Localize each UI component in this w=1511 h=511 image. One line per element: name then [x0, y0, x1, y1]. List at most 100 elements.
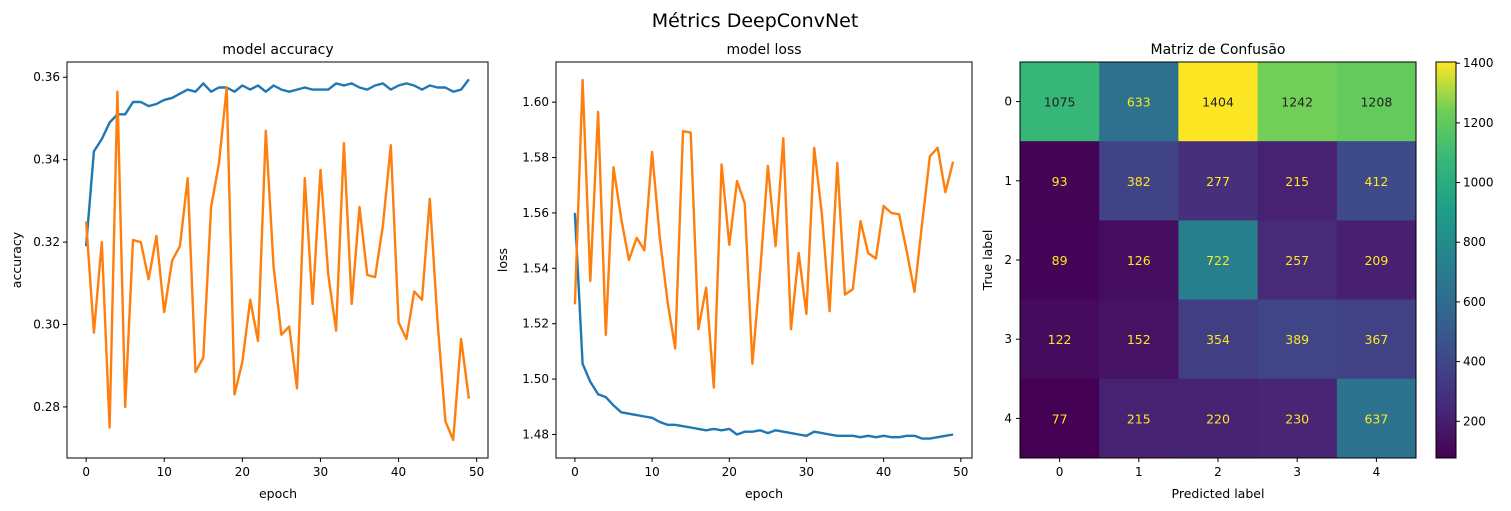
colorbar-tick-label: 1400	[1463, 56, 1494, 70]
accuracy-xlabel: epoch	[259, 486, 297, 501]
confusion-cell	[1178, 378, 1259, 459]
confusion-cell	[1099, 299, 1179, 380]
loss-lines	[573, 78, 955, 440]
loss-x-ticks: 0 10 20 30 40 50	[571, 458, 968, 479]
accuracy-ytick-label: 0.28	[33, 400, 60, 414]
accuracy-xtick-label: 20	[235, 465, 250, 479]
confusion-xtick-label: 2	[1214, 465, 1222, 479]
accuracy-ytick-label: 0.36	[33, 70, 60, 84]
loss-xlabel: epoch	[745, 486, 783, 501]
confusion-cell	[1099, 141, 1179, 221]
confusion-ytick-label: 4	[1004, 411, 1012, 425]
confusion-cell	[1336, 220, 1417, 301]
accuracy-ylabel: accuracy	[9, 231, 24, 288]
confusion-ytick-label: 3	[1004, 332, 1012, 346]
confusion-cell-value: 77	[1052, 411, 1068, 426]
colorbar-tick-label: 200	[1463, 414, 1486, 428]
confusion-cell	[1178, 141, 1259, 221]
confusion-cell-value: 152	[1127, 332, 1151, 347]
confusion-cell-value: 367	[1364, 332, 1388, 347]
loss-ytick-label: 1.52	[522, 317, 549, 331]
accuracy-ytick-label: 0.30	[33, 317, 60, 331]
accuracy-x-ticks: 0 10 20 30 40 50	[82, 458, 484, 479]
accuracy-xtick-label: 30	[313, 465, 328, 479]
loss-series-line-1	[573, 78, 955, 389]
confusion-cell-value: 412	[1364, 174, 1388, 189]
confusion-cell	[1099, 220, 1179, 301]
confusion-cell-value: 215	[1127, 411, 1151, 426]
accuracy-title: model accuracy	[222, 42, 333, 58]
confusion-xtick-label: 1	[1135, 465, 1143, 479]
confusion-ytick-label: 0	[1004, 95, 1012, 109]
colorbar-tick-label: 1200	[1463, 116, 1494, 130]
confusion-ytick-label: 2	[1004, 253, 1012, 267]
accuracy-ytick-label: 0.32	[33, 235, 60, 249]
confusion-cell	[1336, 299, 1417, 380]
confusion-cell	[1336, 141, 1417, 221]
loss-y-ticks: 1.48 1.50 1.52 1.54 1.56 1.58 1.60	[522, 95, 556, 441]
loss-xtick-label: 0	[571, 465, 579, 479]
confusion-cell	[1020, 220, 1100, 301]
confusion-cell	[1257, 299, 1338, 380]
confusion-cell-value: 89	[1052, 253, 1068, 268]
accuracy-xtick-label: 0	[82, 465, 90, 479]
loss-ytick-label: 1.50	[522, 372, 549, 386]
confusion-cell-value: 722	[1206, 253, 1230, 268]
loss-ytick-label: 1.56	[522, 206, 549, 220]
accuracy-y-ticks: 0.28 0.30 0.32 0.34 0.36	[33, 70, 67, 414]
loss-xtick-label: 30	[799, 465, 814, 479]
confusion-cell-value: 1075	[1044, 95, 1076, 110]
confusion-cell	[1099, 62, 1179, 142]
confusion-cell-value: 389	[1285, 332, 1309, 347]
accuracy-series-line-1	[84, 86, 471, 442]
confusion-ytick-label: 1	[1004, 174, 1012, 188]
confusion-cell	[1178, 220, 1259, 301]
loss-ytick-label: 1.54	[522, 261, 549, 275]
loss-ylabel: loss	[495, 248, 510, 272]
confusion-xtick-label: 4	[1373, 465, 1381, 479]
colorbar-tick-label: 600	[1463, 295, 1486, 309]
confusion-cell	[1336, 62, 1417, 142]
accuracy-plot-area	[66, 61, 489, 459]
confusion-cell-value: 354	[1206, 332, 1230, 347]
confusion-cell-value: 1404	[1202, 95, 1234, 110]
confusion-cell	[1020, 378, 1100, 459]
colorbar	[1435, 61, 1457, 459]
loss-xtick-label: 40	[876, 465, 891, 479]
confusion-cell-value: 1242	[1281, 95, 1313, 110]
accuracy-lines	[84, 78, 471, 442]
confusion-cell-value: 220	[1206, 411, 1230, 426]
confusion-ylabel: True label	[980, 230, 995, 292]
accuracy-xtick-label: 40	[391, 465, 406, 479]
confusion-cell	[1336, 378, 1417, 459]
confusion-cell-value: 209	[1364, 253, 1388, 268]
confusion-xtick-label: 3	[1293, 465, 1301, 479]
colorbar-tick-label: 400	[1463, 355, 1486, 369]
colorbar-tick-label: 1000	[1463, 176, 1494, 190]
loss-panel: model loss 0 10 20 30 40 50 1.481.501.521.541…	[495, 42, 973, 501]
confusion-cell-value: 230	[1285, 411, 1309, 426]
confusion-cell-value: 215	[1285, 174, 1309, 189]
confusion-cell-value: 382	[1127, 174, 1151, 189]
colorbar-tick-label: 800	[1463, 235, 1486, 249]
loss-title: model loss	[726, 42, 801, 58]
confusion-cell-value: 257	[1285, 253, 1309, 268]
loss-xtick-label: 50	[953, 465, 968, 479]
confusion-cell	[1257, 62, 1338, 142]
loss-ytick-label: 1.60	[522, 95, 549, 109]
confusion-cell-value: 637	[1364, 411, 1388, 426]
confusion-cell	[1099, 378, 1179, 459]
loss-plot-area	[555, 61, 973, 459]
loss-xtick-label: 10	[644, 465, 659, 479]
confusion-cell-value: 1208	[1360, 95, 1392, 110]
loss-ytick-label: 1.48	[522, 427, 549, 441]
loss-ytick-label: 1.58	[522, 151, 549, 165]
confusion-cells: 1075 633 1404 1242 1208 93 382 277 215 412 89 126 72…	[1020, 62, 1417, 459]
confusion-cell-value: 633	[1127, 95, 1151, 110]
confusion-cell	[1020, 62, 1100, 142]
confusion-xlabel: Predicted label	[1172, 486, 1265, 501]
loss-xtick-label: 20	[722, 465, 737, 479]
confusion-cell	[1178, 299, 1259, 380]
confusion-y-ticks: 0 1 2 3 4	[1004, 95, 1020, 425]
